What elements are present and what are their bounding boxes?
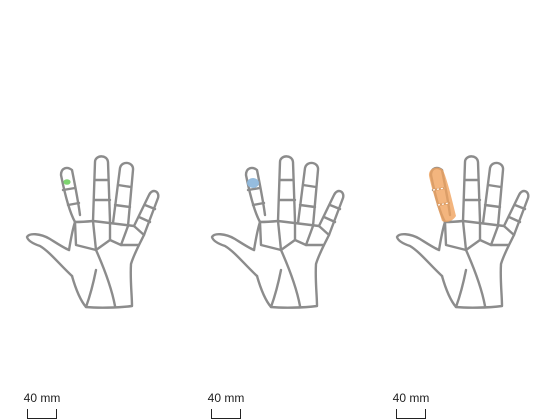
marker-index-tip-1 (63, 179, 71, 185)
scale-label-1: 40 mm (23, 391, 61, 405)
hand-panel-1 (25, 155, 160, 309)
hand-panel-3 (395, 155, 530, 309)
scale-bar-1: 40 mm (15, 391, 69, 420)
scale-label-2: 40 mm (207, 391, 245, 405)
scale-bar-2: 40 mm (199, 391, 253, 420)
scale-bar-line-1 (27, 409, 57, 419)
scale-bar-line-2 (211, 409, 241, 419)
scale-label-3: 40 mm (392, 391, 430, 405)
hand-outline-3 (395, 155, 530, 309)
scale-bar-3: 40 mm (384, 391, 438, 420)
marker-index-finger-3 (428, 167, 456, 222)
hand-panel-2 (210, 155, 345, 309)
scale-bar-line-3 (396, 409, 426, 419)
hand-outline-2 (210, 155, 345, 309)
marker-index-tip-2 (247, 178, 259, 188)
hand-outline-1 (25, 155, 160, 309)
dashed-finger-overlay (432, 187, 450, 206)
